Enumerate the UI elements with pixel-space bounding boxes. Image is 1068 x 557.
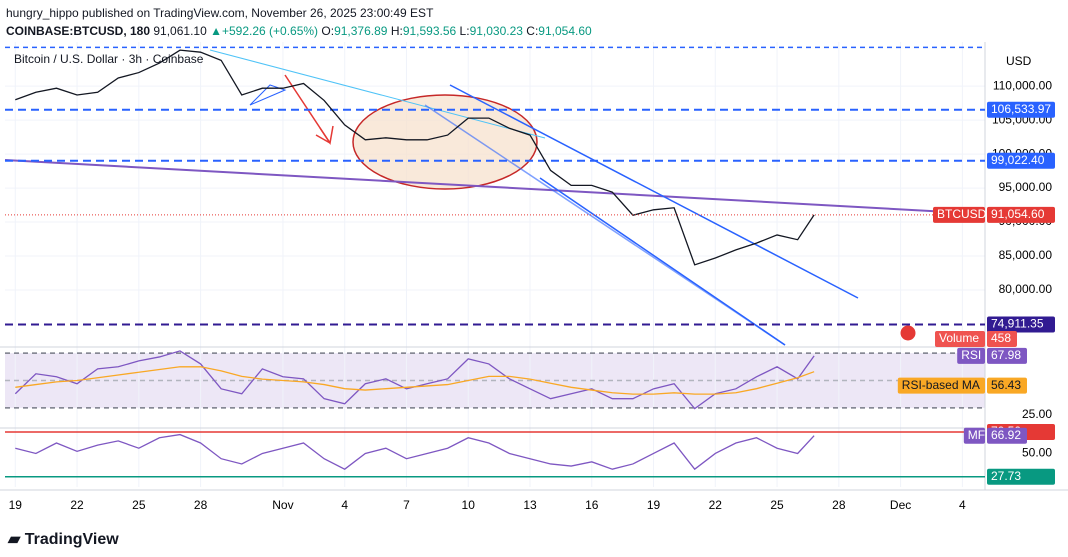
flag-icon (899, 324, 917, 342)
c-value: 91,054.60 (538, 24, 592, 38)
y-tick-label: 110,000.00 (993, 78, 1052, 92)
series-line (15, 433, 815, 471)
y-tick-label: 95,000.00 (999, 180, 1053, 194)
h-value: 91,593.56 (402, 24, 457, 38)
badge-text: BTCUSD (937, 207, 987, 221)
x-tick-label: 25 (132, 498, 146, 512)
badge-text: 27.73 (991, 469, 1021, 483)
channel-line (539, 177, 786, 346)
x-tick-label: 4 (341, 498, 348, 512)
currency: USD (1006, 54, 1032, 68)
badge (935, 331, 985, 347)
badge-text: 99,022.40 (991, 153, 1045, 167)
x-tick-label: 19 (9, 498, 23, 512)
series-line (15, 49, 815, 266)
x-tick-label: 13 (523, 498, 537, 512)
y-tick-label: 85,000.00 (999, 248, 1053, 262)
trend-line (209, 49, 546, 139)
badge (987, 206, 1055, 223)
x-tick-label: Nov (272, 498, 293, 512)
x-tick-label: 28 (832, 498, 846, 512)
badge-text: 458 (991, 331, 1011, 345)
x-tick-label: 25 (770, 498, 784, 512)
x-tick-label: 28 (194, 498, 208, 512)
x-tick-label: 22 (709, 498, 723, 512)
arrow-head (319, 125, 334, 145)
header: hungry_hippo published on TradingView.co… (6, 4, 592, 40)
badge-text: 67.98 (991, 348, 1021, 362)
badge (933, 206, 985, 223)
x-tick-label: Dec (890, 498, 911, 512)
badge-text: RSI-based MA (902, 378, 980, 392)
badge (987, 427, 1027, 444)
x-tick-label: 22 (70, 498, 84, 512)
badge (987, 331, 1017, 347)
trend-line (4, 159, 986, 215)
badge (963, 427, 985, 444)
x-tick-label: 10 (462, 498, 476, 512)
badge (987, 347, 1027, 364)
y-tick-label: 80,000.00 (999, 282, 1053, 296)
c-label: C: (526, 24, 539, 38)
y-tick-label: 50.00 (1022, 446, 1052, 460)
symbol-line: COINBASE:BTCUSD, 180 91,061.10 ▲+592.26 … (6, 22, 592, 40)
highlight-ellipse (352, 94, 538, 190)
brand: ▰ TradingView (8, 531, 119, 548)
badge (987, 316, 1055, 333)
pane-title: Bitcoin / U.S. Dollar · 3h · Coinbase (14, 52, 204, 66)
x-tick-label: 7 (403, 498, 410, 512)
triangle (249, 84, 287, 106)
badge-text: 91,054.60 (991, 207, 1045, 221)
badge-text: Volume (939, 331, 979, 345)
price: 91,061.10 (153, 24, 207, 38)
badge-text: MF (968, 428, 985, 442)
badge (987, 468, 1055, 485)
badge-text: 56.43 (991, 378, 1021, 392)
badge (987, 101, 1055, 118)
badge (987, 377, 1027, 394)
y-tick-label: 25.00 (1022, 407, 1052, 421)
channel-line (449, 84, 859, 299)
badge (987, 152, 1055, 169)
badge-text: 74,911.35 (991, 317, 1044, 331)
symbol: COINBASE:BTCUSD, 180 (6, 24, 151, 38)
series-line (15, 366, 815, 395)
author-line: hungry_hippo published on TradingView.co… (6, 6, 434, 20)
brand-text: TradingView (24, 531, 119, 548)
ohlc: O:91,376.89 H:91,593.56 L:91,030.23 C:91… (321, 24, 591, 38)
o-value: 91,376.89 (334, 24, 388, 38)
o-label: O: (321, 24, 335, 38)
x-tick-label: 19 (647, 498, 661, 512)
badge-text: 66.92 (991, 428, 1021, 442)
badge (897, 377, 985, 394)
badge (957, 347, 985, 364)
l-label: L: (459, 24, 470, 38)
change: ▲+592.26 (+0.65%) (210, 24, 319, 38)
badge-text: RSI (961, 348, 981, 362)
badge-text: 106,533.97 (991, 102, 1051, 116)
x-tick-label: 4 (959, 498, 966, 512)
x-tick-label: 16 (585, 498, 599, 512)
l-value: 91,030.23 (469, 24, 523, 38)
h-label: H: (390, 24, 403, 38)
